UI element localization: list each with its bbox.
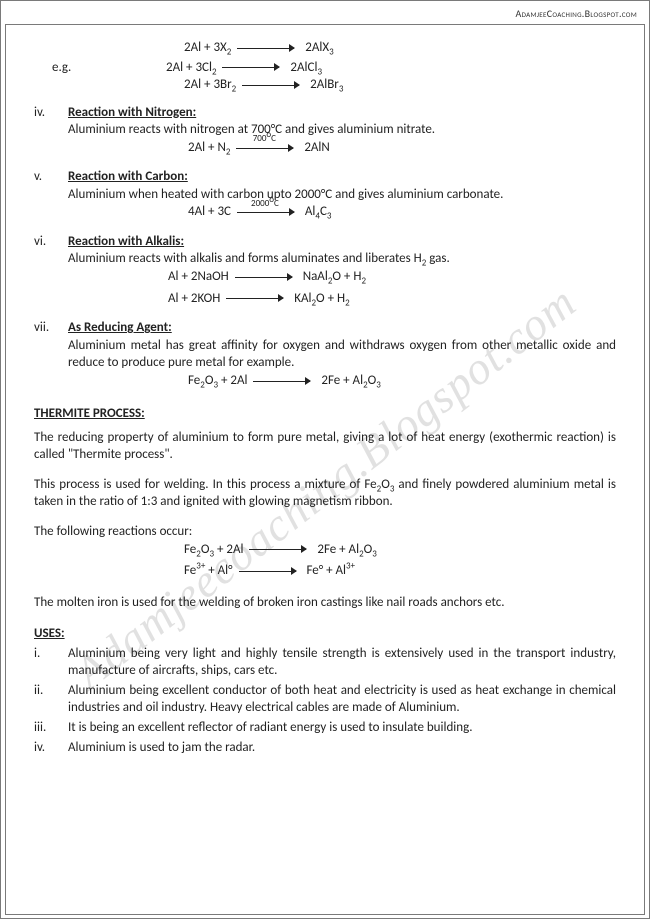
equation-alkali-2: Al + 2KOH KAl2O + H2 <box>168 290 616 308</box>
use-num: iv. <box>34 739 68 757</box>
thermite-p1: The reducing property of aluminium to fo… <box>34 429 616 464</box>
uses-list: i. Aluminium being very light and highly… <box>34 645 616 756</box>
thermite-p2: This process is used for welding. In thi… <box>34 476 616 511</box>
section-iv: iv. Reaction with Nitrogen: Aluminium re… <box>34 104 616 159</box>
use-num: i. <box>34 645 68 680</box>
section-vi: vi. Reaction with Alkalis: Aluminium rea… <box>34 233 616 309</box>
equation-halogen-2: 2Al + 3Cl2 2AlCl3 <box>166 59 322 77</box>
page-inner-frame: Adamjeecoaching.Blogspot.com 2Al + 3X2 2… <box>5 24 645 915</box>
section-title: Reaction with Alkalis: <box>68 233 616 251</box>
use-text: Aluminium being very light and highly te… <box>68 645 616 680</box>
section-text: Aluminium metal has great affinity for o… <box>68 337 616 372</box>
section-text: Aluminium reacts with nitrogen at 700°C … <box>68 121 616 139</box>
section-text: Aluminium when heated with carbon upto 2… <box>68 186 616 204</box>
section-vii: vii. As Reducing Agent: Aluminium metal … <box>34 319 616 391</box>
section-num: vii. <box>34 319 68 391</box>
eq-rhs: 2AlX <box>305 40 329 55</box>
page-outer-frame: AdamjeeCoaching.Blogspot.com Adamjeecoac… <box>0 0 650 919</box>
section-v: v. Reaction with Carbon: Aluminium when … <box>34 168 616 223</box>
equation-halogen-2-row: e.g. 2Al + 3Cl2 2AlCl3 <box>34 59 616 77</box>
arrow-icon <box>239 566 301 576</box>
use-item: i. Aluminium being very light and highly… <box>34 645 616 680</box>
equation-nitrogen: 2Al + N2 700oC 2AlN <box>188 139 616 157</box>
use-item: ii. Aluminium being excellent conductor … <box>34 682 616 717</box>
thermite-p4: The molten iron is used for the welding … <box>34 594 616 612</box>
arrow-icon <box>253 376 315 386</box>
section-text: Aluminium reacts with alkalis and forms … <box>68 250 616 268</box>
equation-thermite-2: Fe3+ + Al° Fe° + Al3+ <box>184 562 616 580</box>
equation-reducing: Fe2O3 + 2Al 2Fe + Al2O3 <box>188 372 616 390</box>
section-title: Reaction with Nitrogen: <box>68 104 616 122</box>
equation-alkali-1: Al + 2NaOH NaAl2O + H2 <box>168 268 616 286</box>
arrow-icon <box>242 80 304 90</box>
section-num: iv. <box>34 104 68 159</box>
eg-label: e.g. <box>34 59 94 77</box>
section-num: vi. <box>34 233 68 309</box>
thermite-p3: The following reactions occur: <box>34 523 616 541</box>
thermite-heading: THERMITE PROCESS: <box>34 405 616 423</box>
header-url: AdamjeeCoaching.Blogspot.com <box>5 5 645 24</box>
use-item: iii. It is being an excellent reflector … <box>34 719 616 737</box>
equation-halogen-1: 2Al + 3X2 2AlX3 <box>184 39 616 57</box>
use-text: Aluminium is used to jam the radar. <box>68 739 616 757</box>
arrow-icon <box>222 62 284 72</box>
equation-halogen-3: 2Al + 3Br2 2AlBr3 <box>184 76 616 94</box>
document-content: 2Al + 3X2 2AlX3 e.g. 2Al + 3Cl2 2AlCl3 2… <box>34 39 616 756</box>
arrow-icon: 700oC <box>236 143 298 153</box>
section-num: v. <box>34 168 68 223</box>
uses-heading: USES: <box>34 625 616 643</box>
equation-carbon: 4Al + 3C 2000oC Al4C3 <box>188 203 616 221</box>
arrow-icon <box>237 43 299 53</box>
section-title: Reaction with Carbon: <box>68 168 616 186</box>
eq-lhs: 2Al + 3X <box>184 40 227 55</box>
section-title: As Reducing Agent: <box>68 319 616 337</box>
equation-thermite-1: Fe2O3 + 2Al 2Fe + Al2O3 <box>184 541 616 559</box>
arrow-icon <box>226 293 288 303</box>
use-num: iii. <box>34 719 68 737</box>
use-text: Aluminium being excellent conductor of b… <box>68 682 616 717</box>
arrow-icon: 2000oC <box>237 207 299 217</box>
use-item: iv. Aluminium is used to jam the radar. <box>34 739 616 757</box>
use-num: ii. <box>34 682 68 717</box>
arrow-icon <box>235 272 297 282</box>
arrow-icon <box>249 544 311 554</box>
use-text: It is being an excellent reflector of ra… <box>68 719 616 737</box>
